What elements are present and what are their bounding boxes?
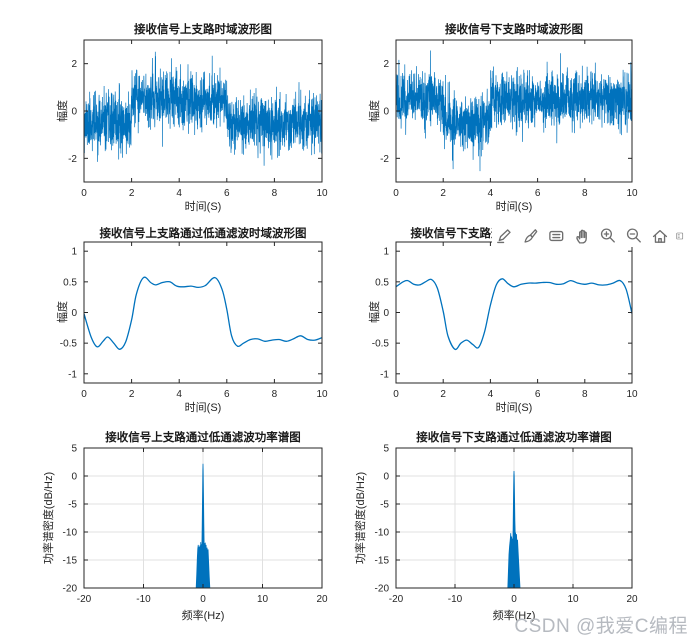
svg-text:2: 2: [129, 188, 135, 199]
plot-title-lower-psd: 接收信号下支路通过低通滤波功率谱图: [416, 432, 612, 444]
x-axis-label-lower-filtered: 时间(S): [495, 402, 533, 414]
svg-text:10: 10: [316, 188, 328, 199]
plot-upper-time: 0 2 4 6 8 10 -2 0 2: [68, 39, 328, 199]
svg-text:0: 0: [71, 107, 77, 118]
svg-text:4: 4: [488, 188, 494, 199]
svg-text:-0.5: -0.5: [60, 339, 78, 350]
data-tips-icon[interactable]: [546, 226, 566, 246]
restore-view-icon[interactable]: [650, 226, 670, 246]
svg-text:0: 0: [393, 188, 399, 199]
svg-text:4: 4: [176, 389, 182, 400]
pan-icon[interactable]: [572, 226, 592, 246]
svg-text:-10: -10: [375, 528, 390, 539]
svg-text:-15: -15: [375, 556, 390, 567]
svg-text:4: 4: [488, 389, 494, 400]
svg-text:6: 6: [224, 389, 230, 400]
svg-text:0: 0: [511, 594, 517, 605]
svg-text:0: 0: [81, 188, 87, 199]
svg-text:8: 8: [582, 188, 588, 199]
svg-text:20: 20: [316, 594, 328, 605]
svg-text:1: 1: [383, 247, 389, 258]
svg-text:2: 2: [440, 389, 446, 400]
svg-text:-15: -15: [63, 556, 78, 567]
svg-text:-10: -10: [448, 594, 463, 605]
zoom-out-icon[interactable]: [624, 226, 644, 246]
svg-text:5: 5: [71, 444, 77, 455]
plot-lower-filtered: 0 2 4 6 8 10 -1 -0.5 0 0.5 1: [372, 241, 638, 400]
svg-text:-2: -2: [380, 154, 389, 165]
partial-toolbar-icon[interactable]: [676, 226, 685, 246]
watermark: CSDN @我爱C编程: [514, 616, 688, 637]
svg-text:-5: -5: [68, 500, 77, 511]
svg-text:-0.5: -0.5: [372, 339, 390, 350]
plot-lower-time: 0 2 4 6 8 10 -2 0 2: [380, 39, 638, 199]
plot-upper-filtered: 0 2 4 6 8 10 -1 -0.5 0 0.5 1: [60, 241, 328, 400]
svg-text:6: 6: [535, 188, 541, 199]
svg-text:-20: -20: [375, 584, 390, 595]
svg-text:-10: -10: [136, 594, 151, 605]
svg-text:4: 4: [176, 188, 182, 199]
export-icon[interactable]: [494, 226, 514, 246]
x-axis-label-upper-time: 时间(S): [184, 201, 222, 213]
zoom-in-icon[interactable]: [598, 226, 618, 246]
x-axis-label-lower-psd: 频率(Hz): [492, 610, 536, 622]
plot-title-upper-time: 接收信号上支路时域波形图: [134, 24, 272, 36]
svg-text:-20: -20: [389, 594, 404, 605]
svg-text:-5: -5: [380, 500, 389, 511]
plot-lower-psd: -20 -10 0 10 20 -20 -15 -10 -5 0 5: [375, 444, 638, 606]
x-axis-label-upper-psd: 频率(Hz): [181, 610, 225, 622]
svg-text:8: 8: [272, 188, 278, 199]
svg-text:0: 0: [393, 389, 399, 400]
svg-text:6: 6: [224, 188, 230, 199]
plot-title-upper-psd: 接收信号上支路通过低通滤波功率谱图: [105, 432, 301, 444]
svg-text:2: 2: [440, 188, 446, 199]
svg-text:8: 8: [582, 389, 588, 400]
svg-text:10: 10: [316, 389, 328, 400]
svg-text:0.5: 0.5: [63, 277, 77, 288]
svg-text:2: 2: [71, 59, 77, 70]
svg-text:6: 6: [535, 389, 541, 400]
svg-text:-20: -20: [77, 594, 92, 605]
svg-text:1: 1: [71, 247, 77, 258]
svg-text:0: 0: [81, 389, 87, 400]
plot-title-upper-filtered: 接收信号上支路通过低通滤波时域波形图: [99, 228, 307, 240]
svg-text:10: 10: [626, 389, 638, 400]
svg-text:0: 0: [383, 308, 389, 319]
svg-text:8: 8: [272, 389, 278, 400]
svg-text:5: 5: [383, 444, 389, 455]
svg-text:0: 0: [71, 308, 77, 319]
svg-text:10: 10: [626, 188, 638, 199]
svg-text:0: 0: [383, 107, 389, 118]
svg-text:2: 2: [129, 389, 135, 400]
svg-text:20: 20: [626, 594, 638, 605]
axes-toolbar: [492, 225, 687, 247]
svg-text:-1: -1: [68, 369, 77, 380]
svg-text:0: 0: [383, 472, 389, 483]
plot-upper-psd: -20 -10 0 10 20 -20 -15 -10 -5 0 5: [63, 444, 328, 606]
plot-title-lower-time: 接收信号下支路时域波形图: [445, 24, 583, 36]
svg-text:0: 0: [200, 594, 206, 605]
svg-text:2: 2: [383, 59, 389, 70]
svg-text:10: 10: [257, 594, 269, 605]
svg-text:-2: -2: [68, 154, 77, 165]
svg-text:10: 10: [567, 594, 579, 605]
svg-text:0: 0: [71, 472, 77, 483]
svg-text:-10: -10: [63, 528, 78, 539]
brush-icon[interactable]: [520, 226, 540, 246]
x-axis-label-upper-filtered: 时间(S): [184, 402, 222, 414]
svg-text:-20: -20: [63, 584, 78, 595]
svg-text:0.5: 0.5: [375, 277, 389, 288]
svg-text:-1: -1: [380, 369, 389, 380]
x-axis-label-lower-time: 时间(S): [495, 201, 533, 213]
